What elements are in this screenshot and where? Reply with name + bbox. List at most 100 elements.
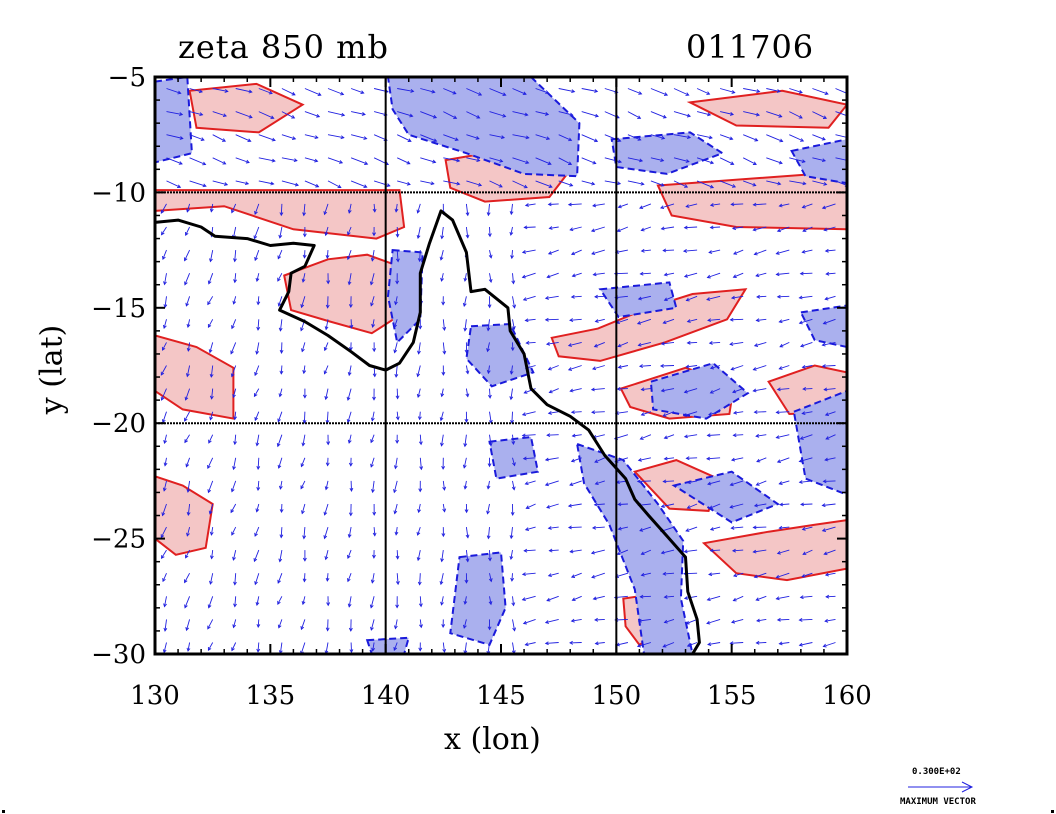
wind-vector: [590, 387, 605, 392]
wind-vector: [535, 157, 552, 165]
wind-vector: [278, 480, 283, 490]
wind-vector: [487, 296, 492, 309]
wind-vector: [615, 642, 629, 647]
wind-vector: [277, 619, 283, 629]
wind-vector: [637, 618, 651, 623]
negative-vorticity-region: [449, 551, 507, 647]
wind-vector: [789, 111, 803, 119]
wind-vector: [591, 572, 605, 579]
wind-vector: [277, 296, 283, 307]
wind-vector: [521, 272, 536, 279]
wind-vector: [798, 318, 813, 325]
wind-vector: [419, 457, 424, 471]
wind-vector: [258, 180, 275, 186]
wind-vector: [488, 573, 493, 583]
wind-vector: [627, 134, 642, 141]
wind-vector: [686, 642, 698, 647]
wind-vector: [798, 457, 813, 463]
wind-vector: [300, 619, 306, 631]
wind-vector: [547, 202, 559, 207]
wind-vector: [463, 642, 468, 654]
wind-vector: [212, 157, 227, 165]
wind-vector: [465, 550, 470, 563]
wind-vector: [372, 527, 377, 537]
wind-vector: [800, 341, 813, 348]
wind-vector: [162, 249, 167, 260]
wind-vector: [346, 411, 352, 424]
wind-vector: [639, 594, 651, 599]
wind-vector: [465, 203, 470, 217]
wind-vector: [789, 180, 807, 186]
wind-vector: [547, 249, 559, 255]
wind-vector: [465, 226, 470, 239]
wind-vector: [186, 480, 191, 493]
wind-vector: [812, 111, 828, 119]
wind-vector: [708, 572, 721, 577]
y-tick-label: −20: [91, 409, 146, 439]
wind-vector: [546, 503, 559, 509]
wind-vector: [801, 572, 813, 578]
wind-vector: [347, 573, 352, 583]
wind-vector: [662, 248, 675, 253]
wind-vector: [732, 272, 744, 278]
wind-vector: [801, 364, 813, 369]
wind-vector: [547, 572, 559, 578]
wind-vector: [570, 249, 582, 256]
wind-vector: [558, 111, 574, 117]
wind-vector: [370, 619, 375, 631]
wind-vector: [417, 503, 421, 514]
wind-vector: [279, 342, 284, 354]
wind-vector: [719, 157, 735, 165]
wind-vector: [627, 157, 644, 163]
wind-vector: [509, 203, 514, 216]
wind-vector: [801, 203, 813, 209]
wind-vector: [254, 573, 260, 586]
wind-vector: [418, 480, 423, 493]
wind-vector: [465, 388, 470, 398]
wind-vector: [523, 225, 536, 230]
wind-vector: [639, 434, 652, 440]
wind-vector: [546, 272, 559, 279]
wind-vector: [707, 480, 721, 486]
wind-vector: [184, 411, 190, 422]
wind-vector: [255, 434, 260, 447]
wind-vector: [465, 527, 470, 539]
wind-vector: [324, 549, 329, 561]
wind-vector: [604, 134, 622, 142]
wind-vector: [326, 273, 331, 285]
wind-vector: [567, 341, 582, 347]
wind-vector: [235, 157, 250, 164]
wind-vector: [743, 111, 761, 117]
wind-vector: [775, 410, 790, 415]
wind-vector: [775, 249, 790, 255]
positive-vorticity-region: [155, 334, 235, 420]
wind-vector: [347, 273, 352, 286]
wind-vector: [592, 365, 605, 371]
wind-vector: [752, 388, 767, 393]
wind-vector: [324, 388, 329, 401]
wind-vector: [581, 88, 599, 93]
wind-vector: [163, 434, 168, 444]
wind-vector: [466, 111, 481, 119]
wind-vector: [279, 203, 284, 217]
wind-vector: [464, 411, 469, 423]
wind-vector: [776, 226, 790, 233]
wind-vector: [835, 88, 847, 94]
wind-vector: [662, 479, 675, 484]
max-vector-value: 0.300E+02: [912, 767, 961, 777]
wind-vector: [512, 157, 530, 165]
wind-vector: [706, 618, 721, 625]
wind-vector: [753, 341, 767, 347]
wind-vector: [683, 411, 698, 417]
wind-vector: [743, 180, 757, 187]
wind-vector: [166, 134, 184, 140]
wind-vector: [304, 157, 319, 163]
wind-vector: [522, 618, 536, 625]
wind-vector: [756, 618, 767, 623]
wind-vector: [161, 503, 167, 517]
wind-vector: [756, 294, 767, 299]
wind-vector: [778, 318, 790, 324]
wind-vector: [347, 226, 352, 236]
wind-vector: [230, 365, 237, 378]
wind-vector: [278, 642, 283, 654]
